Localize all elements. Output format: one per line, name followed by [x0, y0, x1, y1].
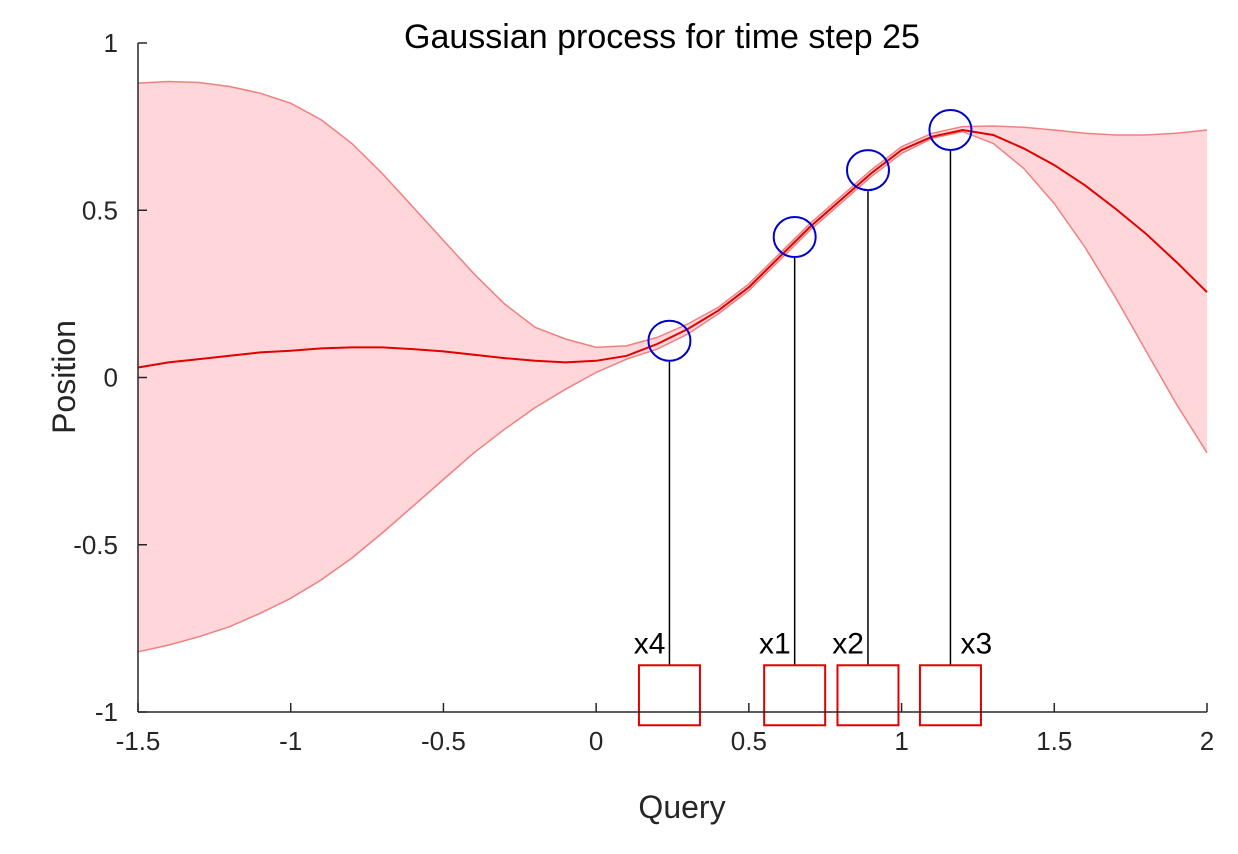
y-axis-label: Position	[46, 320, 82, 434]
label-x3: x3	[960, 627, 992, 660]
x-tick-label: 0	[589, 726, 603, 756]
axes: -1.5 -1 -0.5 0 0.5 1 1.5 2-1-0.500.51	[73, 28, 1214, 756]
x-tick-label: -1	[279, 726, 302, 756]
label-x1: x1	[759, 627, 791, 660]
y-tick-label: -1	[95, 697, 118, 727]
marker-x1	[772, 216, 817, 259]
box-x1	[763, 664, 827, 727]
box-x2	[836, 664, 900, 727]
upper-bound-line	[137, 80, 1208, 349]
y-tick-label: 1	[104, 28, 118, 58]
marker-x3	[928, 108, 973, 151]
x-tick-label: -1.5	[116, 726, 161, 756]
y-tick-label: 0.5	[82, 195, 118, 225]
x-tick-label: 1	[894, 726, 908, 756]
label-x4: x4	[634, 627, 666, 660]
x-axis-label: Query	[638, 789, 725, 825]
lower-bound-line	[137, 130, 1208, 653]
x-tick-label: 0.5	[731, 726, 767, 756]
y-tick-label: 0	[104, 363, 118, 393]
marker-x4	[647, 319, 692, 362]
y-tick-label: -0.5	[73, 530, 118, 560]
x-tick-label: 2	[1200, 726, 1214, 756]
label-x2: x2	[832, 627, 864, 660]
confidence-band	[138, 81, 1207, 652]
marker-x2	[845, 149, 890, 192]
box-x4	[637, 664, 701, 727]
x-tick-label: 1.5	[1036, 726, 1072, 756]
mean-line	[137, 128, 1208, 369]
plot-area: x4 x1 x2 x3	[137, 80, 1208, 727]
chart-title: Gaussian process for time step 25	[404, 18, 920, 56]
box-x3	[918, 664, 982, 727]
x-tick-label: -0.5	[421, 726, 466, 756]
